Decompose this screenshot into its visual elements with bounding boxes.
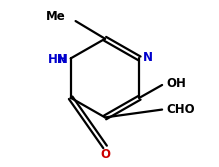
- Text: N: N: [142, 51, 152, 64]
- Text: CHO: CHO: [166, 103, 195, 116]
- Text: Me: Me: [46, 10, 66, 23]
- Text: OH: OH: [166, 76, 186, 90]
- Text: H: H: [58, 53, 68, 66]
- Text: O: O: [100, 148, 110, 161]
- Text: HN: HN: [48, 53, 68, 66]
